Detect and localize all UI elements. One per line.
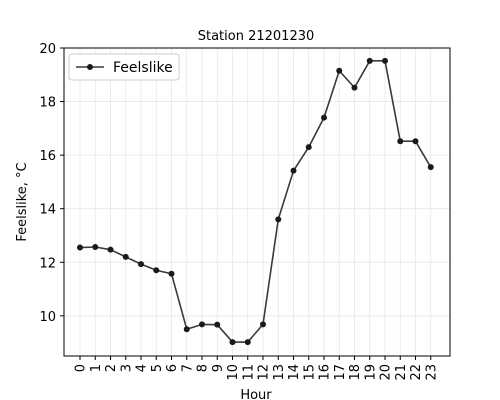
data-point — [199, 321, 205, 327]
x-tick-label: 6 — [165, 364, 180, 372]
x-tick-label: 15 — [302, 364, 317, 381]
x-tick-label: 13 — [272, 364, 287, 381]
data-point — [123, 254, 129, 260]
y-axis-title: Feelslike, °C — [15, 162, 30, 241]
x-tick-label: 8 — [196, 364, 211, 372]
x-tick-label: 10 — [226, 364, 241, 381]
x-axis: 0 1 2 3 4 5 6 7 8 9 10 11 12 13 14 15 16 17 18 19 20 21 22 23 — [74, 356, 440, 381]
data-point — [214, 322, 220, 328]
x-tick-label: 7 — [180, 364, 195, 372]
data-point — [291, 168, 297, 174]
x-tick-label: 23 — [424, 364, 439, 381]
y-tick-label: 20 — [39, 42, 56, 57]
y-tick-label: 18 — [39, 96, 56, 111]
x-tick-label: 4 — [135, 364, 150, 372]
x-tick-label: 11 — [241, 364, 256, 381]
data-point — [352, 85, 358, 91]
y-tick-label: 14 — [39, 203, 56, 218]
series-line — [80, 61, 431, 342]
data-point — [230, 339, 236, 345]
data-point — [260, 321, 266, 327]
y-tick-label: 16 — [39, 149, 56, 164]
x-axis-title: Hour — [240, 388, 272, 400]
x-tick-label: 22 — [409, 364, 424, 381]
x-tick-label: 14 — [287, 364, 302, 381]
data-point — [428, 164, 434, 170]
x-tick-label: 3 — [119, 364, 134, 372]
data-point — [306, 144, 312, 150]
x-tick-label: 5 — [150, 364, 165, 372]
data-point — [275, 216, 281, 222]
x-tick-label: 18 — [348, 364, 363, 381]
x-tick-label: 21 — [394, 364, 409, 381]
x-tick-label: 19 — [363, 364, 378, 381]
x-tick-label: 12 — [257, 364, 272, 381]
x-tick-label: 16 — [318, 364, 333, 381]
data-point — [321, 115, 327, 121]
legend: Feelslike — [69, 54, 179, 80]
x-tick-label: 0 — [74, 364, 89, 372]
data-point — [413, 138, 419, 144]
y-tick-label: 12 — [39, 256, 56, 271]
y-tick-label: 10 — [39, 310, 56, 325]
series-feelslike — [77, 58, 434, 345]
data-point — [336, 68, 342, 74]
x-tick-label: 17 — [333, 364, 348, 381]
data-point — [245, 339, 251, 345]
x-tick-label: 9 — [211, 364, 226, 372]
x-tick-label: 20 — [379, 364, 394, 381]
data-point — [169, 271, 175, 277]
y-axis: 10 12 14 16 18 20 — [39, 42, 64, 325]
data-point — [77, 245, 83, 251]
legend-label: Feelslike — [113, 60, 173, 76]
data-point — [138, 261, 144, 267]
data-point — [108, 247, 114, 253]
data-point — [397, 138, 403, 144]
x-tick-label: 1 — [89, 364, 104, 372]
data-point — [382, 58, 388, 64]
legend-marker — [87, 64, 93, 70]
data-point — [367, 58, 373, 64]
data-point — [153, 267, 159, 273]
x-tick-label: 2 — [104, 364, 119, 372]
data-point — [92, 244, 98, 250]
chart-title: Station 21201230 — [198, 29, 315, 44]
data-point — [184, 326, 190, 332]
